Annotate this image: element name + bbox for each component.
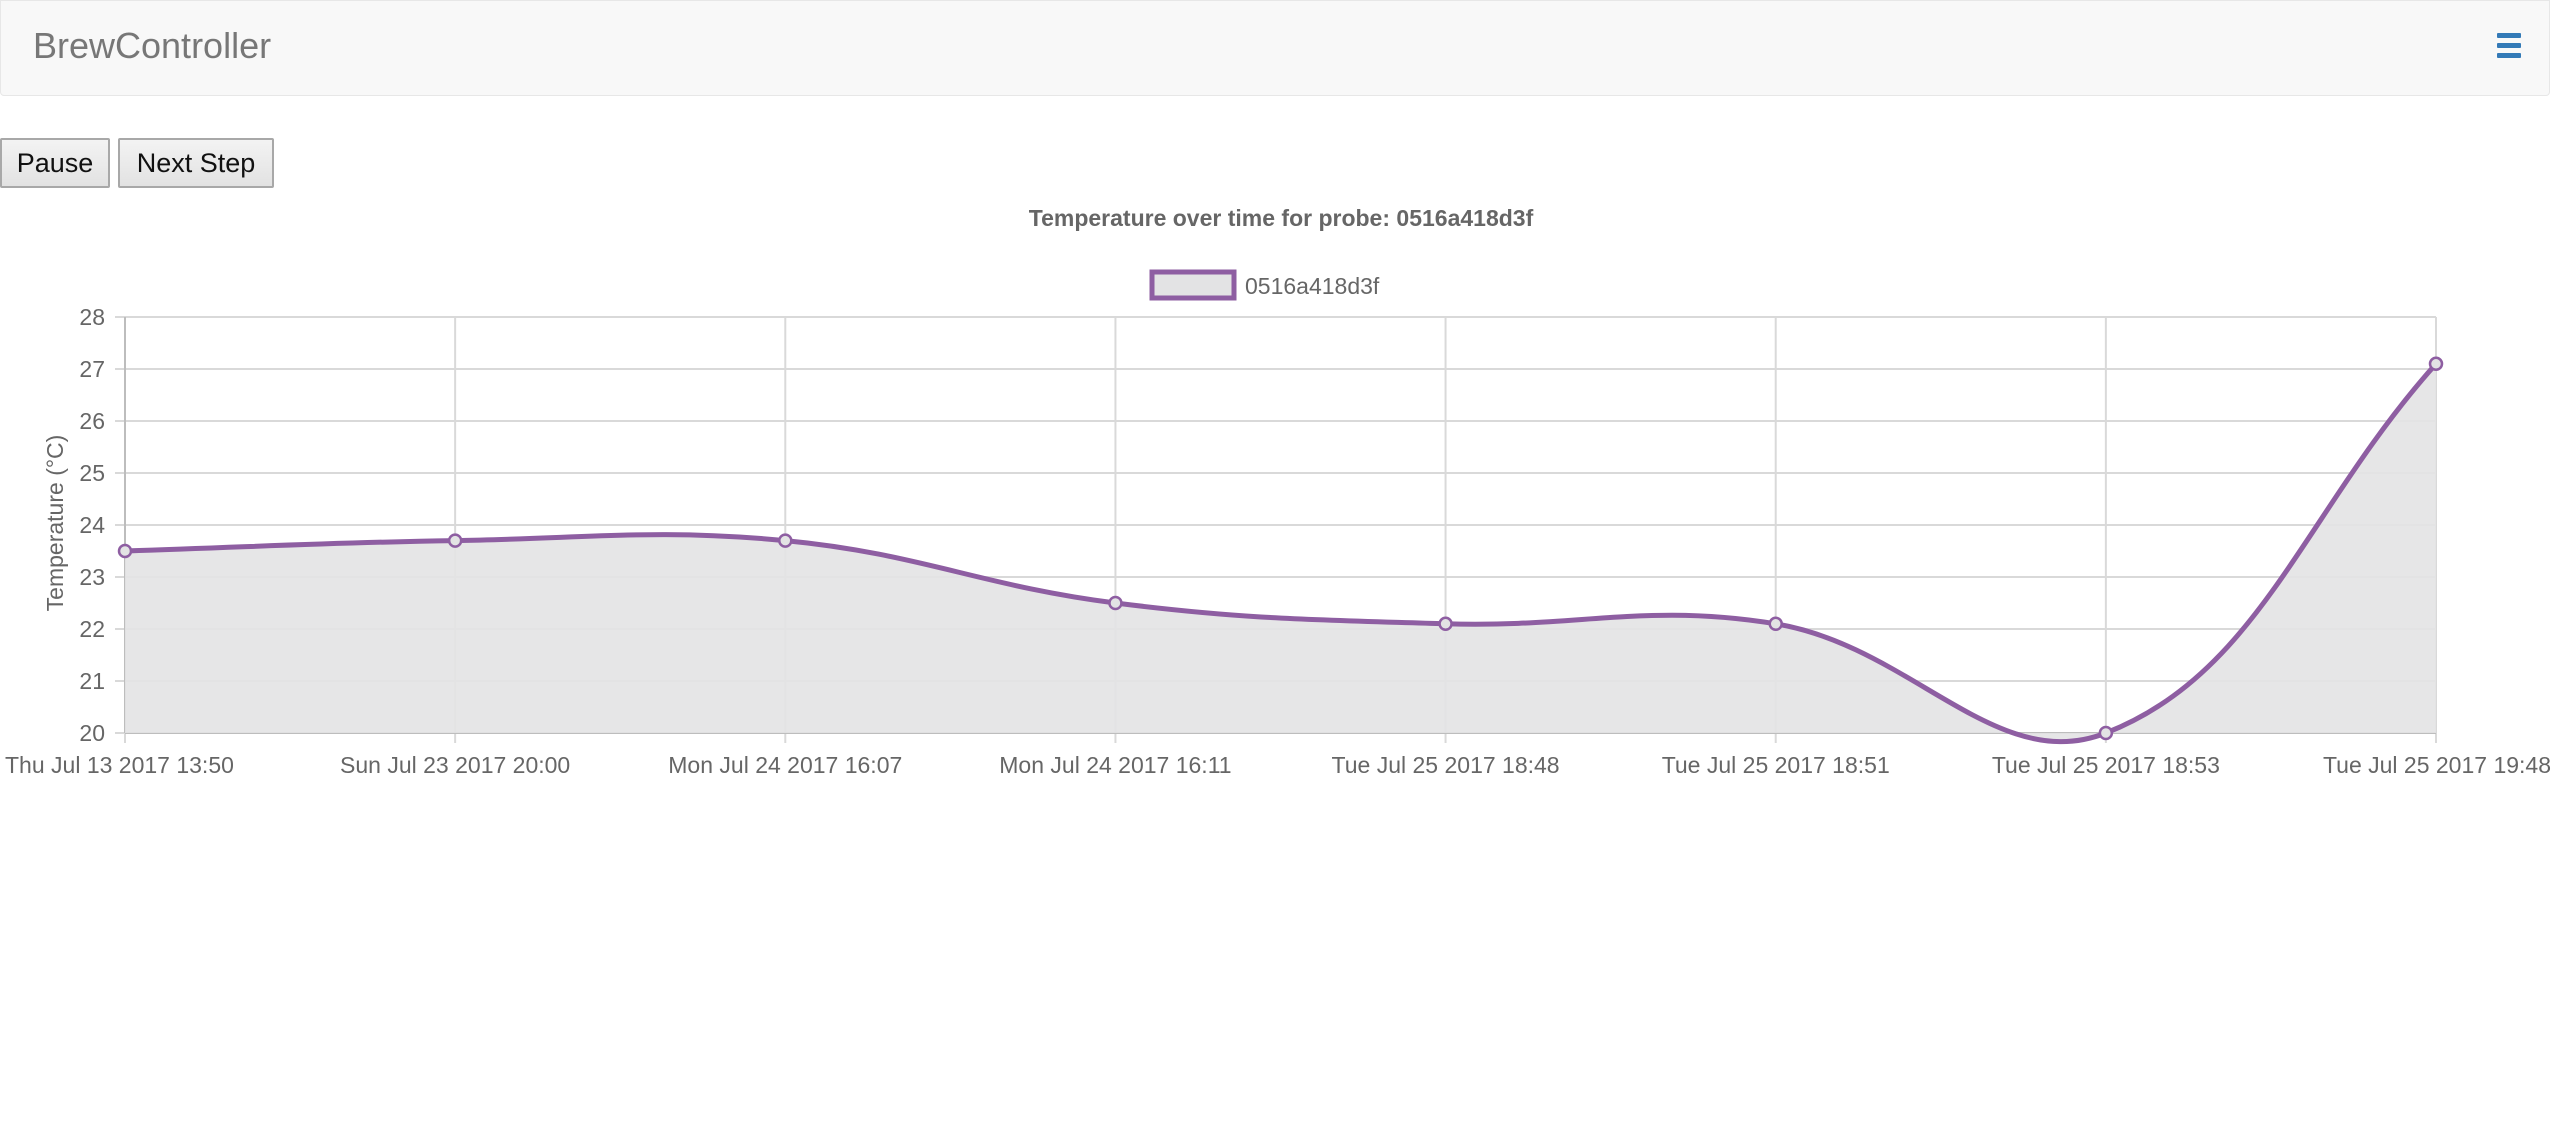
- x-tick-label: Sun Jul 23 2017 20:00: [340, 752, 570, 778]
- navbar: BrewController: [0, 0, 2550, 96]
- data-point: [2428, 356, 2444, 372]
- x-tick-label: Tue Jul 25 2017 18:51: [1662, 752, 1890, 778]
- data-point: [2098, 725, 2114, 741]
- data-point: [117, 543, 133, 559]
- x-tick-label: Tue Jul 25 2017 19:48: [2323, 752, 2551, 778]
- y-axis-label: Temperature (°C): [42, 435, 68, 612]
- x-tick-label: Mon Jul 24 2017 16:07: [668, 752, 902, 778]
- data-point: [1108, 595, 1123, 611]
- menu-bar-bottom: [2497, 53, 2521, 58]
- y-axis-ticks: 20 21 22 23 24 25 26 27 28: [79, 304, 105, 746]
- x-tick-label: Thu Jul 13 2017 13:50: [5, 752, 234, 778]
- y-tick-label: 27: [79, 356, 105, 382]
- x-axis-ticks: Thu Jul 13 2017 13:50 Sun Jul 23 2017 20:…: [5, 752, 2551, 778]
- chart-title: Temperature over time for probe: 0516a41…: [1029, 205, 1534, 231]
- temperature-chart: Temperature over time for probe: 0516a41…: [5, 205, 2551, 778]
- x-tick-label: Mon Jul 24 2017 16:11: [999, 752, 1231, 778]
- y-tick-label: 21: [79, 668, 105, 694]
- legend-label[interactable]: 0516a418d3f: [1245, 273, 1380, 299]
- y-tick-label: 28: [79, 304, 105, 330]
- pause-button[interactable]: Pause: [0, 138, 110, 188]
- menu-bar-middle: [2497, 43, 2521, 48]
- data-point: [778, 533, 793, 548]
- y-tick-label: 26: [79, 408, 105, 434]
- hamburger-menu-icon[interactable]: [2483, 23, 2535, 69]
- data-point: [1768, 616, 1783, 632]
- temperature-chart-container: Temperature over time for probe: 0516a41…: [0, 190, 2552, 810]
- x-tick-label: Tue Jul 25 2017 18:48: [1332, 752, 1560, 778]
- menu-bar-top: [2497, 33, 2521, 38]
- y-tick-label: 23: [79, 564, 105, 590]
- chart-legend[interactable]: 0516a418d3f: [1149, 269, 1380, 301]
- data-point: [447, 533, 463, 548]
- legend-swatch[interactable]: [1149, 269, 1237, 301]
- series-area-fill: [125, 363, 2436, 742]
- y-tick-label: 22: [79, 616, 105, 642]
- next-step-button[interactable]: Next Step: [118, 138, 274, 188]
- y-tick-label: 24: [79, 512, 105, 538]
- y-tick-label: 20: [79, 720, 105, 746]
- y-tick-label: 25: [79, 460, 105, 486]
- brand-title[interactable]: BrewController: [33, 25, 272, 66]
- data-point: [1438, 616, 1453, 632]
- series-points: [117, 356, 2444, 741]
- x-tick-label: Tue Jul 25 2017 18:53: [1992, 752, 2220, 778]
